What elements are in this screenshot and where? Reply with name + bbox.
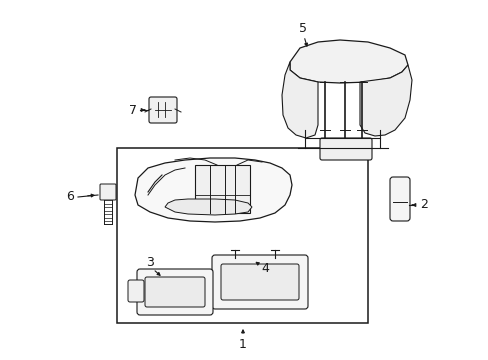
Text: 5: 5 [298,22,306,35]
Polygon shape [135,158,291,222]
Text: 6: 6 [66,190,74,203]
Polygon shape [289,40,407,83]
FancyBboxPatch shape [221,264,298,300]
FancyBboxPatch shape [137,269,213,315]
Polygon shape [359,65,411,136]
FancyBboxPatch shape [149,97,177,123]
FancyBboxPatch shape [319,138,371,160]
FancyBboxPatch shape [145,277,204,307]
Polygon shape [164,199,251,215]
FancyBboxPatch shape [389,177,409,221]
Polygon shape [282,62,317,138]
Text: 7: 7 [129,104,137,117]
FancyBboxPatch shape [128,280,143,302]
Text: 1: 1 [239,338,246,351]
FancyBboxPatch shape [195,165,249,213]
Text: 2: 2 [419,198,427,211]
Text: 3: 3 [146,256,154,270]
FancyBboxPatch shape [100,184,116,200]
FancyBboxPatch shape [212,255,307,309]
Bar [117,148,367,323]
Text: 4: 4 [261,261,268,274]
